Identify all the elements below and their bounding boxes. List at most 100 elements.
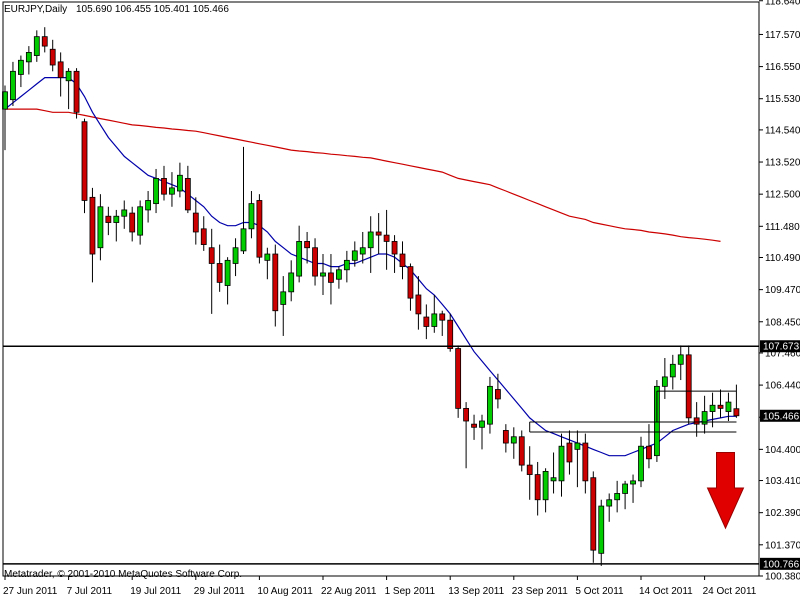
candle-body	[566, 442, 573, 463]
candle-body	[415, 294, 422, 315]
candle-body	[288, 272, 295, 293]
candle	[320, 254, 326, 295]
candle	[407, 263, 414, 311]
price-highlight-bg	[760, 409, 800, 422]
candle-body	[232, 247, 239, 264]
candle	[192, 197, 199, 245]
candle	[232, 238, 239, 277]
candle-body	[264, 253, 271, 261]
candle-body	[383, 234, 390, 242]
candle-body	[320, 272, 326, 277]
candle-body	[10, 70, 16, 101]
candle	[367, 216, 374, 273]
candle	[137, 200, 144, 245]
y-tick-label: 101.370	[765, 540, 800, 551]
candle-body	[399, 253, 406, 268]
candle	[494, 373, 501, 409]
candle-body	[73, 70, 80, 113]
candle	[693, 402, 700, 437]
candle-body	[630, 480, 636, 485]
y-tick-label: 104.400	[765, 445, 800, 456]
candle-body	[391, 241, 398, 255]
candle-body	[359, 247, 366, 255]
candle-body	[153, 178, 159, 205]
x-tick-label: 24 Oct 2011	[703, 586, 757, 597]
candle-body	[638, 445, 644, 482]
candle-body	[487, 385, 493, 425]
candle	[685, 345, 692, 425]
x-tick-label: 19 Jul 2011	[130, 586, 181, 597]
candle-body	[542, 471, 549, 501]
candle	[447, 313, 454, 352]
candle-body	[526, 464, 533, 475]
candle	[661, 357, 668, 399]
candle-body	[582, 442, 589, 482]
x-axis: 27 Jun 2011 7 Jul 2011 19 Jul 2011 29 Jul 2…	[3, 576, 757, 597]
y-tick-label: 116.550	[765, 62, 800, 73]
candle-body	[33, 36, 40, 56]
candle-body	[558, 445, 565, 482]
candle-body	[407, 266, 414, 299]
candle-body	[272, 253, 279, 312]
price-highlight: 105.466	[760, 409, 800, 422]
price-highlight-text: 107.673	[763, 342, 800, 353]
candle-body	[49, 48, 56, 66]
candle-body	[590, 477, 597, 551]
candle-body	[200, 228, 207, 245]
candle-body	[121, 209, 128, 217]
candle	[224, 257, 231, 305]
candle	[550, 452, 557, 494]
ma-long-layer	[5, 108, 721, 242]
candle-body	[184, 178, 191, 211]
candle	[121, 200, 128, 229]
candle-body	[693, 417, 700, 425]
candle	[328, 254, 334, 305]
y-tick-label: 117.570	[765, 30, 800, 41]
candle	[176, 162, 183, 198]
candle	[375, 213, 382, 255]
x-tick-label: 1 Sep 2011	[385, 586, 436, 597]
price-highlight-bg	[760, 340, 800, 353]
candle	[216, 244, 223, 292]
price-highlight: 100.766	[760, 557, 800, 570]
candle	[264, 247, 271, 280]
candle	[526, 446, 533, 500]
y-tick-label: 114.540	[765, 125, 800, 136]
candle	[113, 209, 120, 242]
candle	[598, 499, 605, 566]
candle	[184, 165, 191, 214]
candle	[669, 354, 676, 390]
y-tick-label: 103.410	[765, 476, 800, 487]
candle	[49, 39, 56, 72]
x-tick-label: 10 Aug 2011	[257, 586, 313, 597]
candle	[725, 392, 732, 422]
candle-body	[709, 404, 716, 412]
candle	[479, 414, 485, 450]
candle	[89, 187, 96, 283]
ohlc-values: 105.690 106.455 105.401 105.466	[75, 4, 229, 15]
candle	[335, 266, 342, 289]
candle	[33, 30, 40, 62]
candle	[272, 244, 279, 327]
candle	[630, 474, 636, 503]
x-tick-label: 13 Sep 2011	[448, 586, 504, 597]
candle-body	[502, 430, 509, 444]
candle	[256, 194, 263, 264]
candle	[510, 427, 517, 459]
candle-body	[463, 407, 470, 422]
y-tick-label: 113.520	[765, 158, 800, 169]
candle-body	[367, 231, 374, 249]
candle	[359, 231, 366, 264]
price-highlight-text: 100.766	[763, 559, 800, 570]
candle-body	[343, 259, 350, 271]
candle-body	[89, 196, 96, 255]
candle	[614, 480, 621, 513]
candle-body	[685, 354, 692, 419]
candle	[208, 228, 215, 314]
candle	[439, 310, 446, 336]
candle-body	[598, 505, 605, 554]
candle-body	[455, 348, 462, 409]
candle-body	[351, 250, 358, 261]
candle-body	[606, 499, 613, 507]
